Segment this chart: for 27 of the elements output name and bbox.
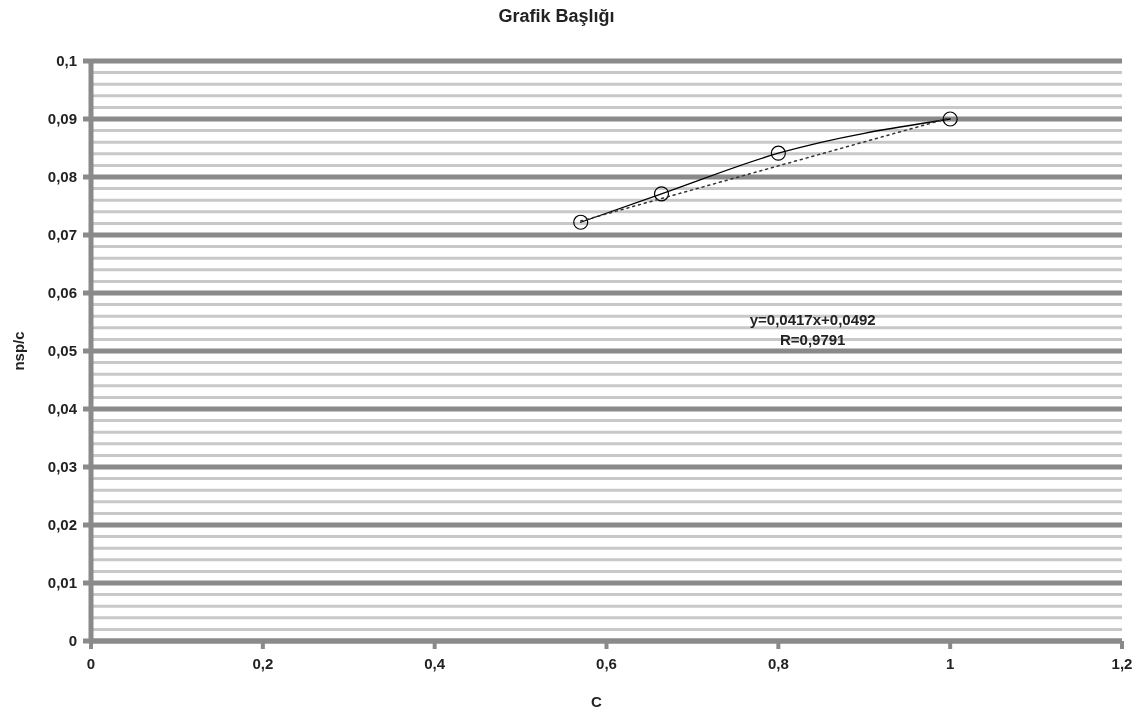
y-tick-label: 0,08 — [47, 168, 77, 185]
x-tick-label: 1 — [945, 655, 955, 672]
y-tick-label: 0,04 — [47, 400, 78, 417]
y-tick-label: 0 — [68, 632, 77, 649]
point — [573, 214, 589, 230]
y-tick-label: 0,07 — [47, 226, 77, 243]
x-tick-label: 0,4 — [424, 655, 446, 672]
y-tick-label: 0,02 — [47, 516, 77, 533]
point — [770, 145, 786, 161]
y-tick-label: 0,01 — [47, 574, 77, 591]
x-tick-label: 0,6 — [596, 655, 617, 672]
y-tick-label: 0,03 — [47, 458, 77, 475]
x-axis-title: C — [591, 693, 603, 710]
annotation: y=0,0417x+0,0492 — [749, 310, 876, 328]
y-tick-label: 0,09 — [47, 110, 77, 127]
x-tick-label: 1,2 — [1111, 655, 1133, 672]
x-tick-label: 0 — [86, 655, 96, 672]
y-tick-label: 0,06 — [47, 284, 77, 301]
chart-title: Grafik Başlığı — [498, 6, 615, 26]
point — [942, 111, 958, 127]
x-tick-label: 0,2 — [252, 655, 274, 672]
annotation: R=0,9791 — [779, 330, 846, 348]
y-tick-label: 0,1 — [56, 52, 77, 69]
x-tick-label: 0,8 — [767, 655, 789, 672]
y-axis-title: nsp/c — [10, 331, 27, 371]
point — [653, 186, 670, 202]
y-tick-label: 0,05 — [47, 342, 77, 359]
